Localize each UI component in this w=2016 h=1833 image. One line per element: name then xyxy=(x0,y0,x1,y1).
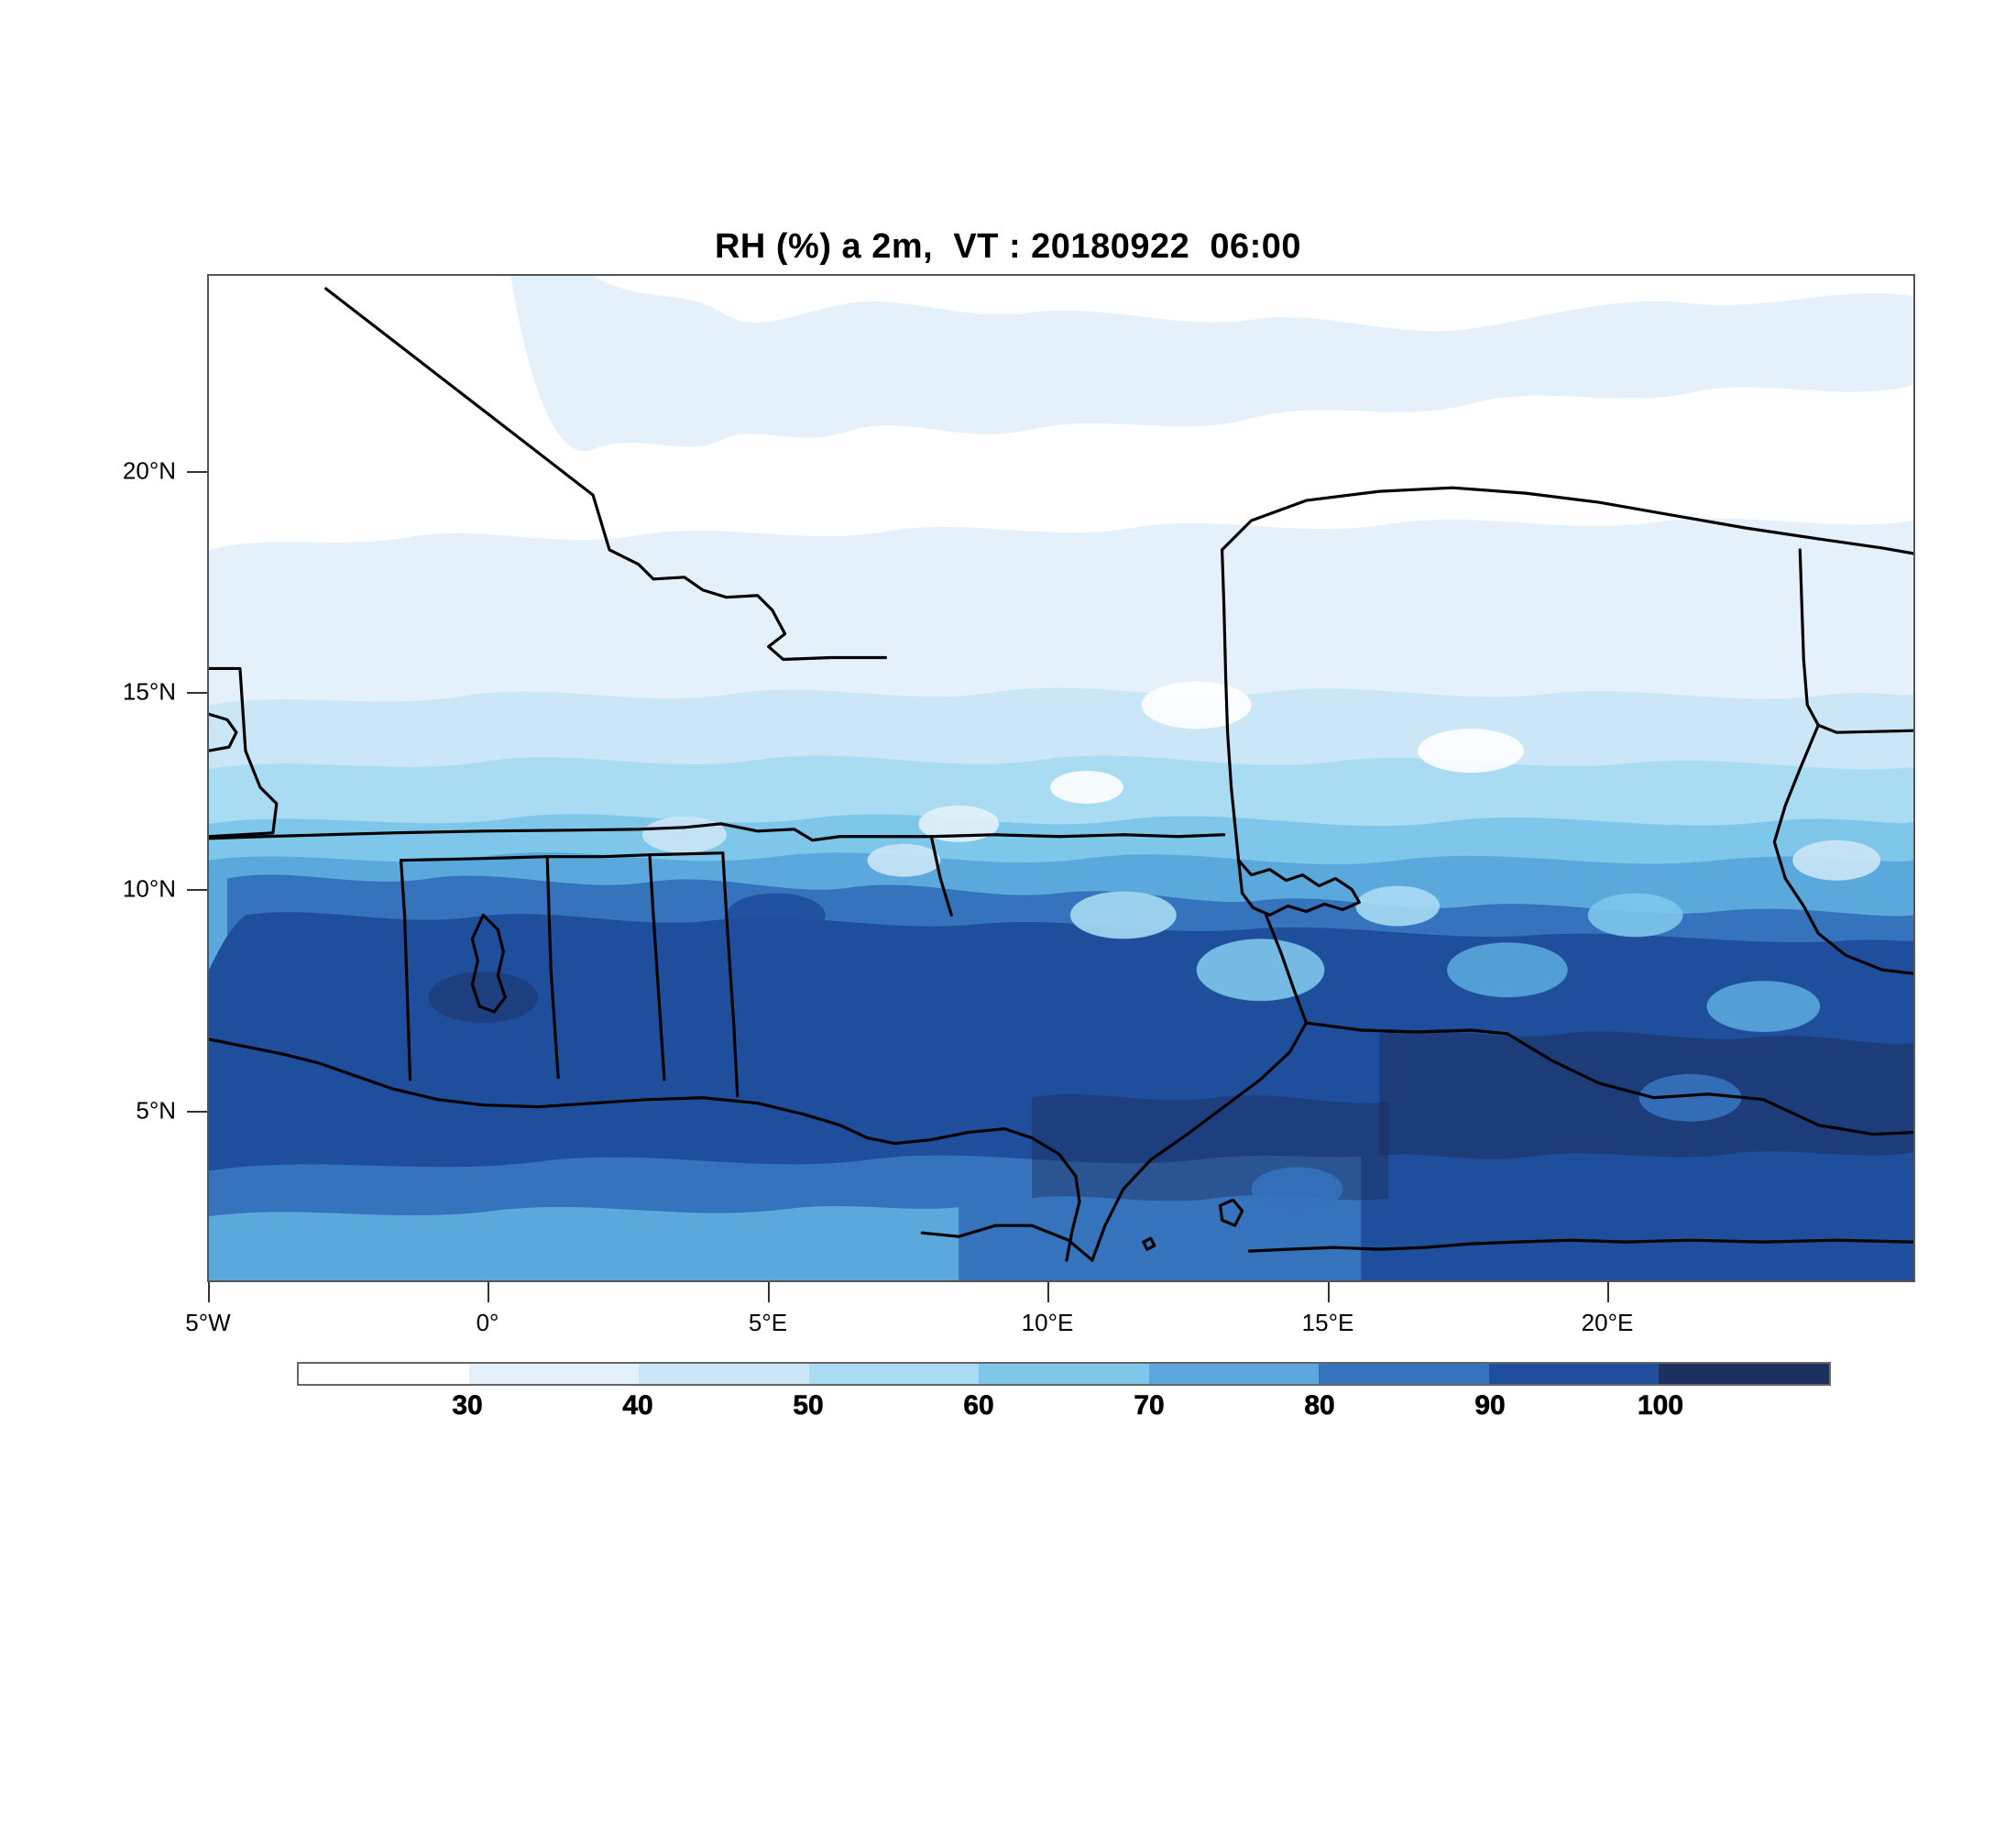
colorbar-segment-90-100 xyxy=(1488,1364,1660,1384)
colorbar-segment-60-70 xyxy=(979,1364,1149,1384)
x-tick-mark xyxy=(1047,1282,1049,1302)
x-axis-label-10E: 10°E xyxy=(1021,1309,1074,1336)
colorbar-tick-50: 50 xyxy=(793,1390,824,1421)
x-tick-mark xyxy=(1607,1282,1609,1302)
colorbar-segment-80-90 xyxy=(1319,1364,1489,1384)
x-axis-label-20E: 20°E xyxy=(1581,1309,1634,1336)
y-axis-label-5N: 5°N xyxy=(136,1096,176,1125)
y-tick-mark xyxy=(187,889,207,891)
page-title: RH (%) a 2m, VT : 20180922 06:00 xyxy=(714,227,1302,266)
y-tick-mark xyxy=(187,1111,207,1113)
colorbar-segment-50-60 xyxy=(808,1364,980,1384)
colorbar-segment-30-40 xyxy=(468,1364,640,1384)
colorbar-segment-40-50 xyxy=(639,1364,809,1384)
colorbar-tick-90: 90 xyxy=(1474,1390,1506,1421)
y-tick-mark xyxy=(187,471,207,473)
x-axis-label-5E: 5°E xyxy=(748,1309,788,1336)
y-axis-label-15N: 15°N xyxy=(122,677,176,706)
colorbar-tick-60: 60 xyxy=(963,1390,994,1421)
colorbar-segment-20-30 xyxy=(299,1364,469,1384)
x-tick-mark xyxy=(488,1282,489,1302)
y-axis-label-20N: 20°N xyxy=(122,456,176,485)
x-axis-label-15E: 15°E xyxy=(1301,1309,1354,1336)
x-tick-mark xyxy=(1328,1282,1330,1302)
colorbar-tick-30: 30 xyxy=(452,1390,483,1421)
y-tick-mark xyxy=(187,692,207,694)
colorbar-tick-70: 70 xyxy=(1134,1390,1165,1421)
colorbar[interactable] xyxy=(297,1362,1831,1386)
map-plot-area[interactable] xyxy=(207,274,1915,1282)
x-tick-mark xyxy=(768,1282,770,1302)
colorbar-tick-100: 100 xyxy=(1637,1390,1684,1421)
colorbar-tick-80: 80 xyxy=(1304,1390,1335,1421)
colorbar-tick-40: 40 xyxy=(622,1390,653,1421)
x-axis-label-5W: 5°W xyxy=(185,1309,231,1336)
y-axis-label-10N: 10°N xyxy=(122,874,176,903)
colorbar-segment-70-80 xyxy=(1148,1364,1320,1384)
x-tick-mark xyxy=(208,1282,210,1302)
rh-contour-map xyxy=(209,276,1913,1280)
colorbar-segment-100-110 xyxy=(1659,1364,1829,1384)
x-axis-label-0: 0° xyxy=(476,1309,499,1336)
